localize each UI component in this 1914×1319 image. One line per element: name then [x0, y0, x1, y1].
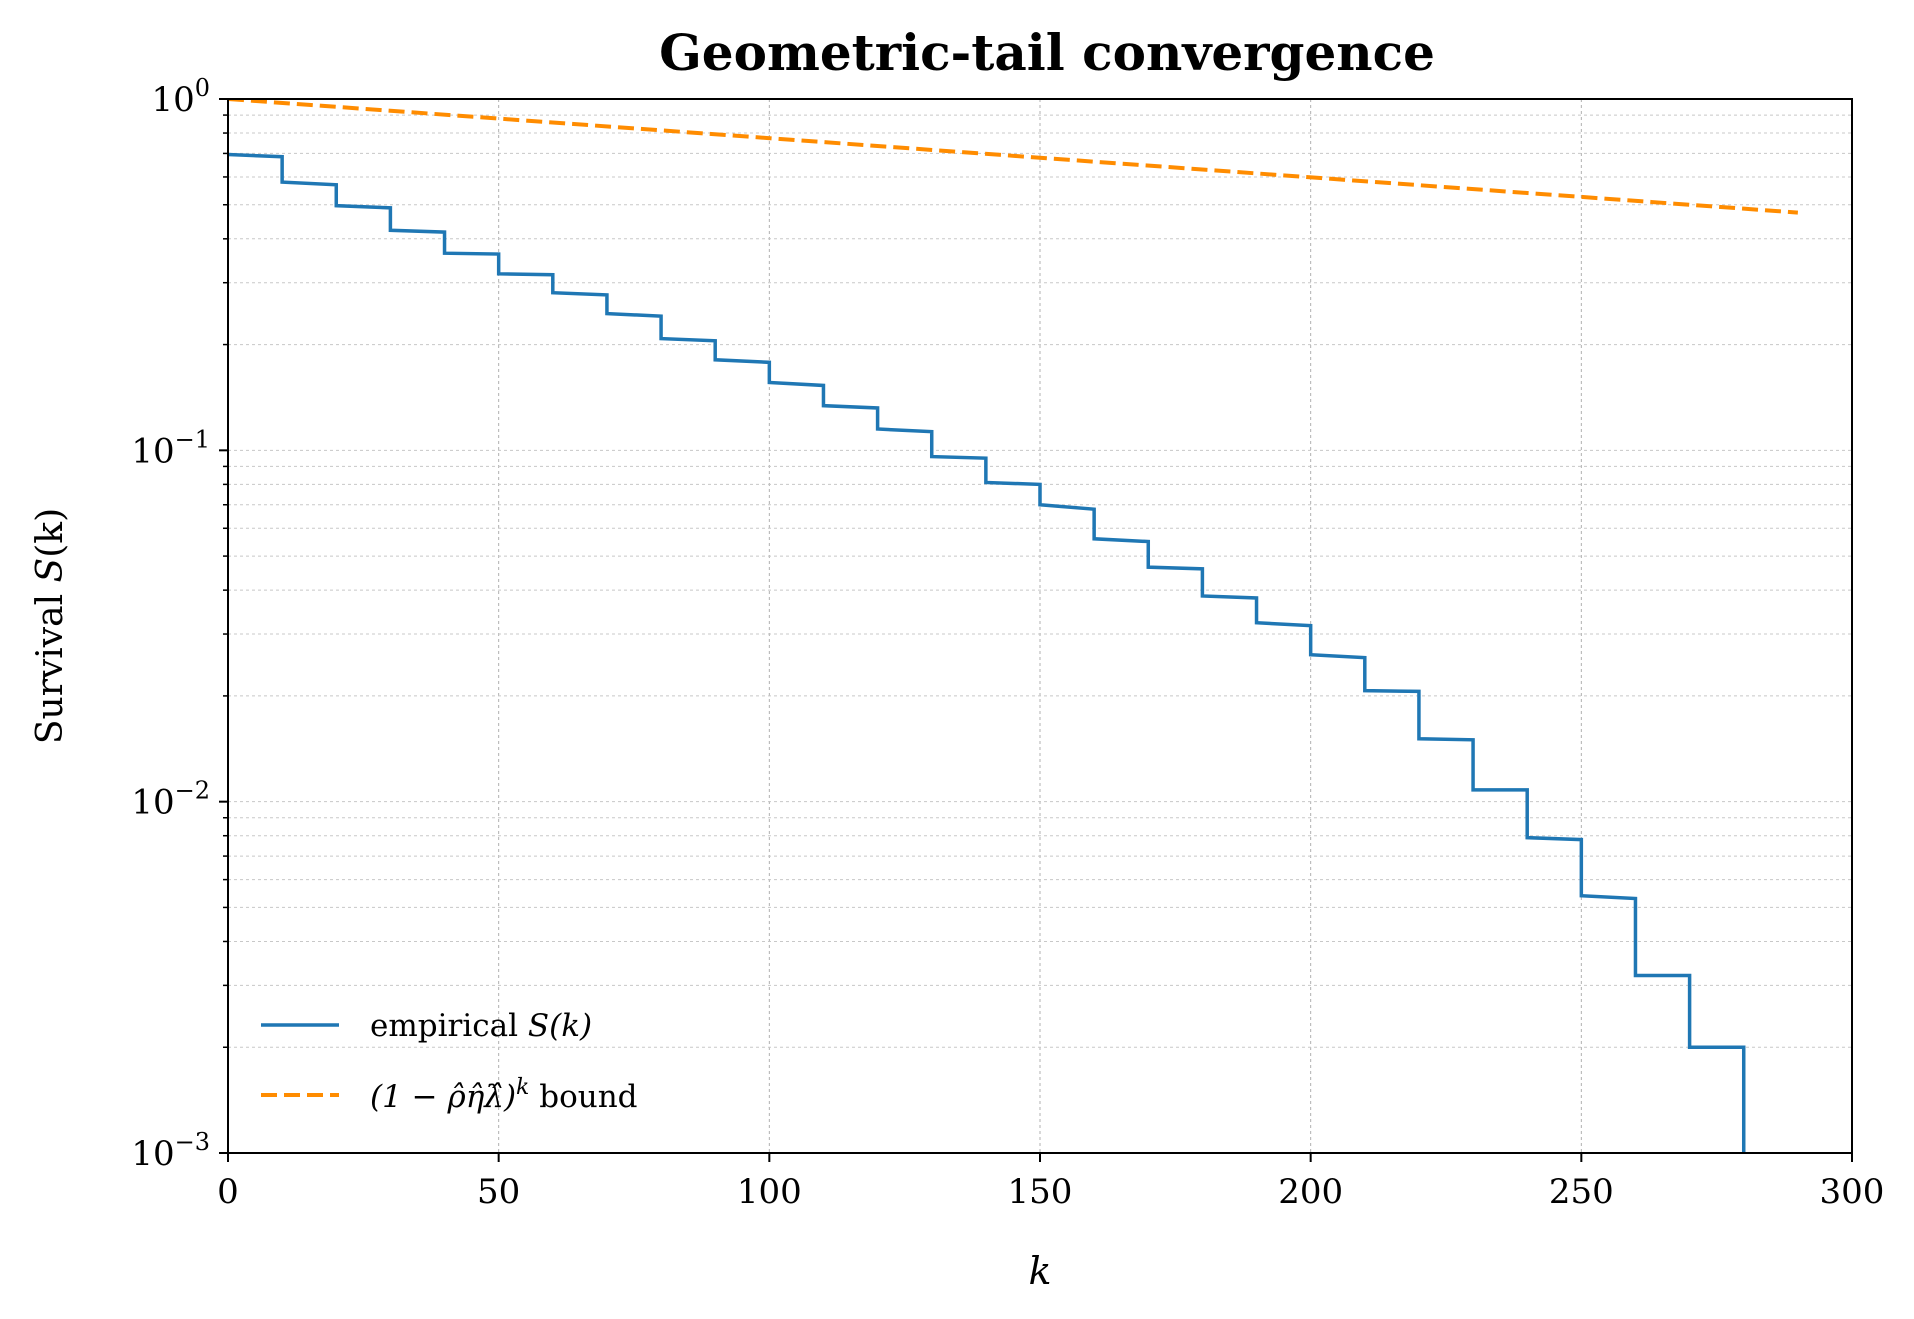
- x-tick-label: 0: [217, 1172, 239, 1212]
- y-axis-label-prefix: Survival: [30, 582, 71, 744]
- y-tick-label: 10−2: [131, 777, 210, 823]
- y-axis-label-var: S: [30, 558, 71, 583]
- series-bound-line: [228, 99, 1799, 215]
- y-axis-label-suffix: (k): [30, 508, 71, 558]
- y-tick-label: 10−1: [131, 425, 210, 471]
- legend: empirical S(k) (1 − ρ̂η̂λ̂)k bound: [261, 1008, 638, 1115]
- x-tick-label: 250: [1549, 1172, 1614, 1212]
- x-tick-label: 50: [477, 1172, 520, 1212]
- grid: [227, 99, 1853, 1153]
- y-tick-label: 10−3: [131, 1128, 210, 1174]
- x-tick-label: 150: [1008, 1172, 1073, 1212]
- x-tick-label: 200: [1278, 1172, 1343, 1212]
- x-axis-label: k: [1028, 1249, 1051, 1293]
- y-axis-label: Survival S(k): [30, 508, 71, 744]
- ticks: 0 50 100 150 200 250 300 100 10−1 10−2 10−3: [131, 74, 1884, 1212]
- x-tick-label: 300: [1820, 1172, 1885, 1212]
- x-tick-label: 100: [737, 1172, 802, 1212]
- legend-label-empirical: empirical S(k): [370, 1008, 592, 1044]
- chart-title: Geometric-tail convergence: [659, 23, 1435, 82]
- y-tick-label: 100: [151, 74, 210, 120]
- plot-area: [228, 99, 1799, 1153]
- series-empirical-line: [228, 152, 1746, 1153]
- legend-label-bound: (1 − ρ̂η̂λ̂)k bound: [370, 1075, 638, 1115]
